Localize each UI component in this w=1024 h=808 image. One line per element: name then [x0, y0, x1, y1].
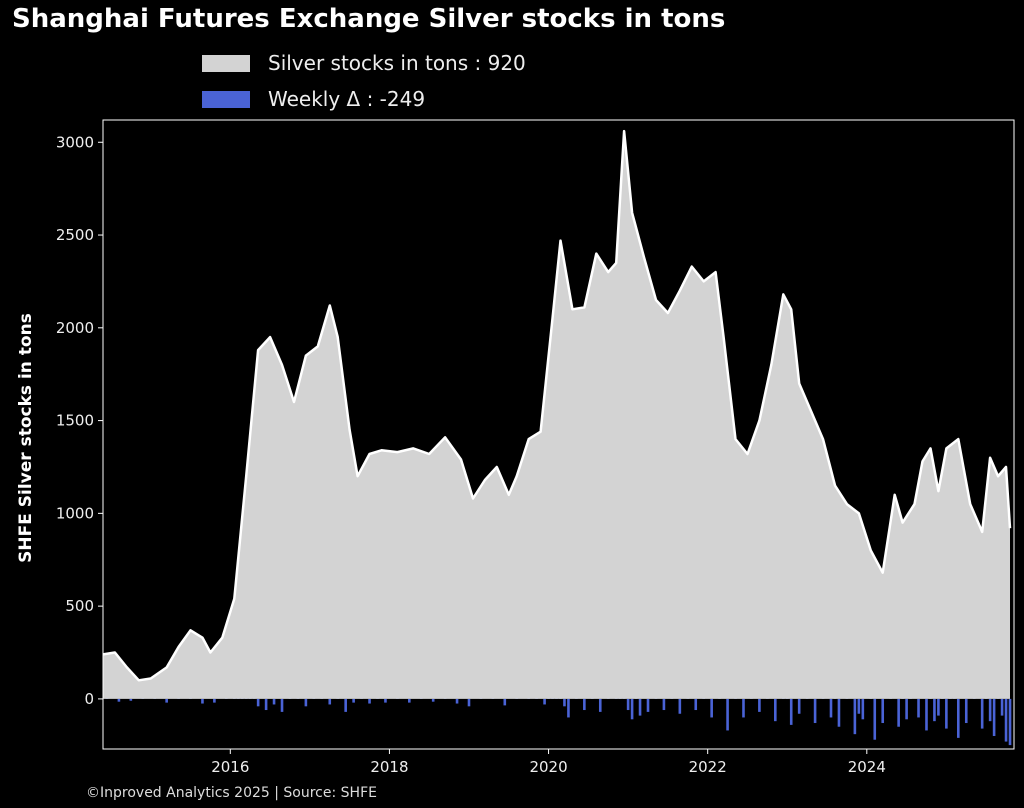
weekly-delta-bar	[937, 698, 940, 716]
y-tick-label: 2000	[56, 319, 94, 337]
weekly-delta-bar	[368, 698, 371, 704]
y-tick-label: 500	[65, 597, 94, 615]
weekly-delta-bar	[945, 698, 948, 729]
weekly-delta-bar	[678, 698, 682, 714]
y-tick-label: 3000	[56, 133, 94, 151]
x-tick-label: 2024	[848, 758, 886, 776]
x-tick-label: 2020	[529, 758, 567, 776]
weekly-delta-bar	[201, 698, 204, 704]
weekly-delta-bar	[344, 698, 347, 712]
weekly-delta-bar	[563, 698, 566, 707]
weekly-delta-bar	[213, 698, 216, 703]
weekly-delta-bar	[873, 698, 877, 740]
x-tick-label: 2016	[211, 758, 249, 776]
legend-item-stocks: Silver stocks in tons : 920	[202, 48, 526, 78]
weekly-delta-bar	[957, 698, 960, 738]
weekly-delta-bar	[933, 698, 936, 722]
weekly-delta-bar	[837, 698, 841, 727]
weekly-delta-bar	[328, 698, 332, 705]
x-tick-label: 2022	[689, 758, 727, 776]
weekly-delta-bar	[129, 698, 133, 701]
weekly-delta-bar	[726, 698, 729, 731]
weekly-delta-bar	[881, 698, 885, 724]
weekly-delta-bar	[280, 698, 284, 712]
legend-item-weekly-delta: Weekly Δ : -249	[202, 84, 425, 114]
y-tick-label: 1000	[56, 504, 94, 522]
y-tick-label: 1500	[56, 412, 94, 430]
x-tick-label: 2018	[370, 758, 408, 776]
footer-credit: ©Inproved Analytics 2025 | Source: SHFE	[86, 785, 377, 801]
weekly-delta-bar	[646, 698, 650, 712]
weekly-delta-bar	[774, 698, 777, 722]
weekly-delta-bar	[829, 698, 833, 718]
weekly-delta-bar	[897, 698, 900, 727]
weekly-delta-bar	[630, 698, 634, 720]
weekly-delta-bar	[742, 698, 745, 718]
weekly-delta-bar	[256, 698, 260, 707]
weekly-delta-bar	[384, 698, 387, 703]
weekly-delta-bar	[165, 698, 168, 703]
weekly-delta-bar	[567, 698, 570, 718]
legend-swatch-stocks	[202, 54, 250, 72]
weekly-delta-bar	[543, 698, 546, 705]
weekly-delta-bar	[917, 698, 920, 718]
weekly-delta-bar	[117, 698, 121, 702]
axes: 0 500 1000 1500 2000 2500 3000 2016 2018 2020 2022…	[56, 119, 1015, 776]
legend-label-stocks: Silver stocks in tons : 920	[268, 51, 526, 75]
weekly-delta-bar	[1004, 698, 1008, 742]
weekly-delta-bar	[638, 698, 642, 716]
weekly-delta-bar	[1000, 698, 1004, 716]
y-tick-label: 0	[84, 690, 94, 708]
weekly-delta-bar	[626, 698, 630, 711]
weekly-delta-bar	[583, 698, 586, 711]
weekly-delta-bar	[797, 698, 801, 714]
y-tick-label: 2500	[56, 226, 94, 244]
weekly-delta-bar	[758, 698, 761, 712]
weekly-delta-bar	[694, 698, 698, 711]
weekly-delta-bar	[853, 698, 857, 735]
weekly-delta-bar	[467, 698, 471, 707]
weekly-delta-bar	[352, 698, 355, 703]
weekly-delta-bar	[455, 698, 459, 704]
weekly-delta-bar	[598, 698, 602, 712]
weekly-delta-bar	[264, 698, 268, 711]
weekly-delta-bar	[925, 698, 928, 731]
weekly-delta-bar	[1008, 698, 1012, 746]
legend-label-weekly-delta: Weekly Δ : -249	[268, 87, 426, 111]
weekly-delta-bar	[431, 698, 435, 702]
weekly-delta-bar	[980, 698, 984, 729]
weekly-delta-bar	[964, 698, 968, 724]
weekly-delta-bar	[789, 698, 793, 725]
weekly-delta-bar	[503, 698, 507, 706]
plot-frame	[102, 119, 1015, 750]
weekly-delta-bar	[988, 698, 992, 722]
weekly-delta-bar	[408, 698, 411, 703]
y-axis-label: SHFE Silver stocks in tons	[16, 313, 36, 563]
weekly-delta-bar	[304, 698, 308, 707]
weekly-delta-bar	[905, 698, 908, 720]
weekly-delta-bar	[272, 698, 276, 705]
stocks-area	[103, 131, 1010, 699]
weekly-delta-bar	[857, 698, 861, 714]
weekly-delta-bar	[861, 698, 865, 720]
weekly-delta-bar	[710, 698, 713, 718]
weekly-delta-bar	[813, 698, 817, 724]
weekly-delta-bar	[992, 698, 996, 737]
chart-title: Shanghai Futures Exchange Silver stocks …	[12, 4, 726, 34]
weekly-delta-bar	[662, 698, 666, 711]
stocks-line	[102, 129, 1012, 682]
legend-swatch-weekly-delta	[202, 90, 250, 108]
